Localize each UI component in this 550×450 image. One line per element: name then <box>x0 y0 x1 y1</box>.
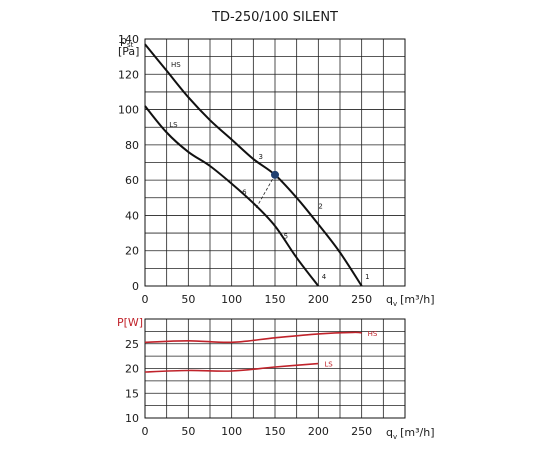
x-tick-label: 150 <box>265 425 286 438</box>
x-tick-label: 250 <box>351 425 372 438</box>
y-tick-label: 20 <box>125 245 139 258</box>
x-tick-label: 50 <box>181 293 195 306</box>
bottom-ylabel: P[W] <box>117 316 143 329</box>
curve-annotation: 5 <box>284 232 288 240</box>
x-tick-label: 100 <box>221 425 242 438</box>
y-tick-label: 15 <box>125 387 139 400</box>
x-tick-label: 50 <box>181 425 195 438</box>
series-line-hs <box>144 331 362 344</box>
y-tick-label: 80 <box>125 139 139 152</box>
power-plot: 0 50 100 150 200 250 10 15 20 25 HS LS <box>125 318 406 438</box>
y-tick-label: 20 <box>125 363 139 376</box>
chart-title: TD-250/100 SILENT <box>211 10 338 25</box>
curve-annotation: LS <box>169 121 178 129</box>
y-tick-label: 100 <box>118 104 139 117</box>
y-tick-label: 10 <box>125 412 139 425</box>
y-tick-label: 140 <box>118 33 139 46</box>
series-label-hs: HS <box>368 330 378 338</box>
y-tick-label: 60 <box>125 174 139 187</box>
operating-point-marker <box>271 170 279 179</box>
x-tick-label: 200 <box>308 425 329 438</box>
curve-annotation: 1 <box>365 273 369 281</box>
x-tick-label: 0 <box>142 293 149 306</box>
curve-annotation: 4 <box>322 273 327 281</box>
curve-annotation: HS <box>171 61 181 69</box>
top-ylabel-unit: [Pa] <box>118 45 139 58</box>
curve-annotation: 2 <box>318 202 322 210</box>
x-tick-label: 250 <box>351 293 372 306</box>
top-xlabel: qv [m³/h] <box>386 293 435 308</box>
y-tick-label: 40 <box>125 209 139 222</box>
plot-frame <box>144 38 406 287</box>
series-line-ls <box>144 105 320 287</box>
y-tick-label: 0 <box>132 280 139 293</box>
curve-annotation: 6 <box>242 188 247 196</box>
curve-annotation: 3 <box>259 153 263 161</box>
x-tick-label: 0 <box>142 425 149 438</box>
series-label-ls: LS <box>324 361 333 369</box>
bottom-xlabel: qv [m³/h] <box>386 426 435 441</box>
pressure-plot: 0 50 100 150 200 250 0 20 40 60 80 100 120 140 HS LS 1 2 3… <box>118 33 406 306</box>
top-ylabel: pst <box>120 34 134 49</box>
x-tick-label: 100 <box>221 293 242 306</box>
dashed-link-line <box>255 174 276 209</box>
series-line-ls <box>144 362 319 373</box>
y-tick-label: 25 <box>125 338 139 351</box>
y-tick-label: 120 <box>118 68 139 81</box>
series-line-hs <box>144 43 363 287</box>
plot-frame <box>144 318 406 419</box>
x-tick-label: 150 <box>265 293 286 306</box>
x-tick-label: 200 <box>308 293 329 306</box>
